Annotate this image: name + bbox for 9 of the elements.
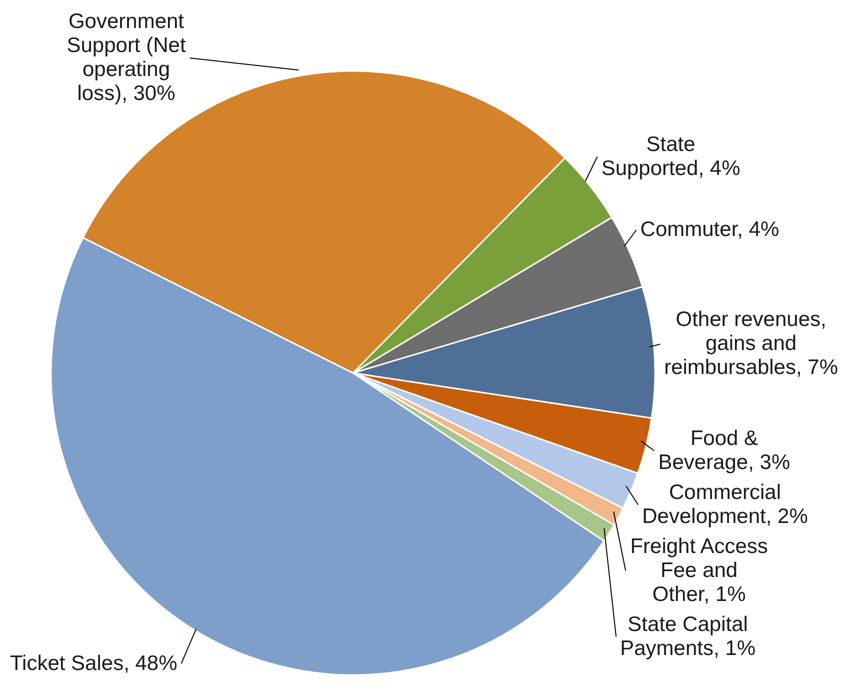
- slice-label: Commuter, 4%: [639, 218, 780, 242]
- slice-label: Government Support (Net operating loss), 30%: [66, 10, 187, 106]
- slice-label: Ticket Sales, 48%: [8, 652, 178, 676]
- slice-label: State Capital Payments, 1%: [619, 612, 756, 661]
- slice-label: Commercial Development, 2%: [641, 480, 809, 529]
- slice-label: State Supported, 4%: [600, 132, 742, 180]
- slice-label: Food & Beverage, 3%: [657, 426, 792, 475]
- slice-label: Other revenues, gains and reimbursables, 7%: [663, 308, 839, 380]
- slice-label: Freight Access Fee and Other, 1%: [629, 534, 769, 607]
